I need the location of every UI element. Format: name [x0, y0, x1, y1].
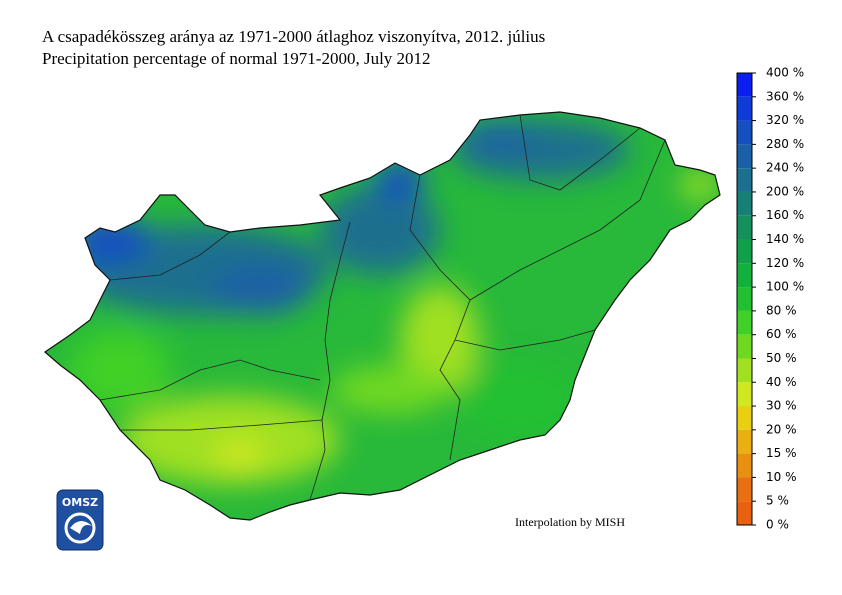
legend-label: 40 %	[766, 375, 797, 389]
legend-label: 20 %	[766, 422, 797, 436]
legend-label: 0 %	[766, 518, 789, 532]
title-en: Precipitation percentage of normal 1971-…	[42, 49, 431, 68]
legend-label: 15 %	[766, 446, 797, 460]
legend-swatch	[737, 358, 752, 383]
precipitation-map	[45, 112, 720, 520]
legend-frame	[736, 72, 753, 526]
legend-swatch	[737, 453, 752, 478]
legend-swatch	[737, 287, 752, 311]
legend-swatch	[737, 144, 752, 169]
legend-label: 100 %	[766, 280, 804, 294]
legend-swatch	[737, 501, 752, 525]
legend-swatch	[737, 191, 752, 216]
legend-label: 400 %	[766, 66, 804, 80]
logo: OMSZ	[56, 489, 104, 551]
legend: 400 % 360 % 320 % 280 % 240 % 200 % 160 % 140 %…	[736, 66, 804, 532]
legend-swatch	[737, 477, 752, 502]
legend-label: 320 %	[766, 113, 804, 127]
logo-text: OMSZ	[62, 496, 98, 509]
legend-label: 280 %	[766, 137, 804, 151]
legend-swatch	[737, 263, 752, 288]
legend-label: 140 %	[766, 232, 804, 246]
legend-swatch	[737, 406, 752, 430]
legend-swatch	[737, 334, 752, 359]
title-hu: A csapadékösszeg aránya az 1971-2000 átl…	[42, 27, 545, 46]
legend-swatch	[737, 310, 752, 335]
legend-label: 240 %	[766, 161, 804, 175]
legend-swatch	[737, 239, 752, 264]
legend-label: 5 %	[766, 494, 789, 508]
credit: Interpolation by MISH	[515, 515, 625, 529]
legend-label: 60 %	[766, 327, 797, 341]
legend-swatch	[737, 429, 752, 454]
borders	[99, 114, 666, 501]
legend-label: 120 %	[766, 256, 804, 270]
legend-label: 80 %	[766, 303, 797, 317]
legend-label: 50 %	[766, 351, 797, 365]
legend-swatch	[737, 120, 752, 145]
legend-swatch	[737, 168, 752, 192]
legend-label: 200 %	[766, 184, 804, 198]
legend-label: 160 %	[766, 208, 804, 222]
legend-swatch	[737, 96, 752, 121]
legend-label: 10 %	[766, 470, 797, 484]
legend-swatch	[737, 215, 752, 240]
legend-label: 30 %	[766, 399, 797, 413]
legend-label: 360 %	[766, 89, 804, 103]
legend-swatch	[737, 73, 752, 97]
legend-swatch	[737, 382, 752, 407]
